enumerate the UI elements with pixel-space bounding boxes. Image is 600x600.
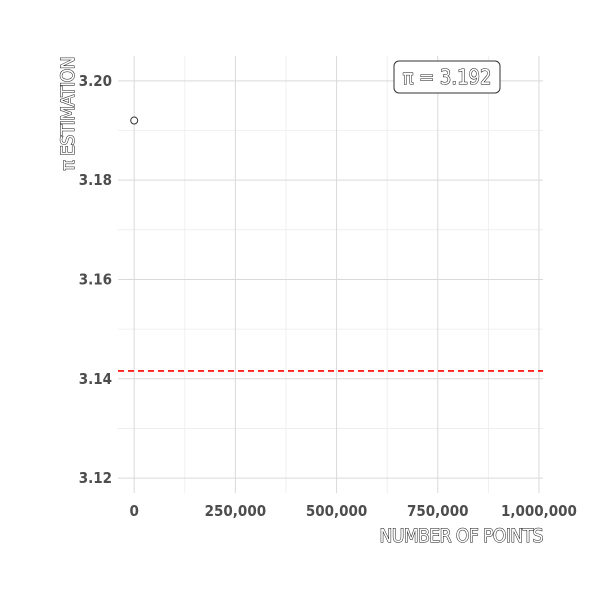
x-tick-label: 1,000,000 — [501, 502, 577, 520]
x-axis-title: NUMBER OF POINTS — [380, 525, 543, 547]
major-gridlines — [118, 56, 543, 493]
x-tick-label: 0 — [129, 502, 138, 520]
annotation-box — [393, 60, 501, 94]
x-tick-label: 500,000 — [306, 502, 367, 520]
x-tick-label: 750,000 — [407, 502, 468, 520]
x-axis-tick-labels: 0 250,000 500,000 750,000 1,000,000 — [129, 502, 576, 520]
y-tick-label: 3.20 — [79, 72, 112, 90]
annotation-label: π = 3.192 — [403, 65, 492, 89]
y-tick-label: 3.14 — [79, 370, 112, 388]
x-tick-label: 250,000 — [205, 502, 266, 520]
y-axis-tick-labels: 3.12 3.14 3.16 3.18 3.20 — [79, 72, 112, 487]
minor-gridlines — [118, 56, 543, 493]
y-tick-label: 3.12 — [79, 469, 112, 487]
pi-annotation: π = 3.192 — [393, 60, 501, 94]
y-tick-label: 3.16 — [79, 270, 112, 288]
data-point — [130, 116, 139, 125]
y-tick-label: 3.18 — [79, 171, 112, 189]
data-points — [130, 116, 139, 125]
y-axis-title: π ESTIMATION — [57, 57, 79, 171]
